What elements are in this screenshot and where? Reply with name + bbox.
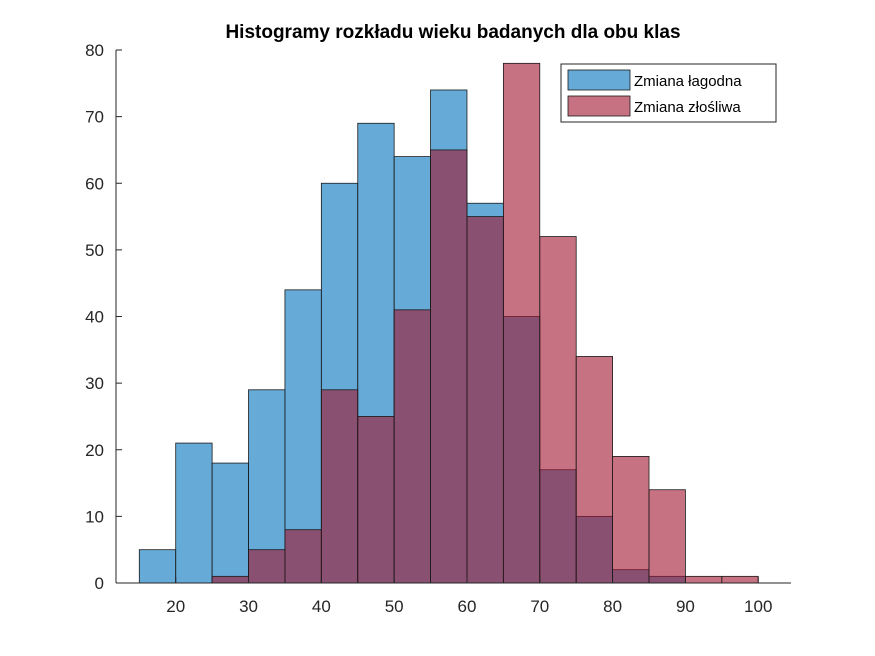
bar-zmiana-zlosliwa-35-40 — [284, 529, 322, 584]
x-tick-label: 80 — [603, 597, 622, 616]
bar-zmiana-lagodna-20-25 — [175, 442, 213, 584]
y-tick-label: 40 — [85, 308, 104, 327]
x-tick-label: 40 — [312, 597, 331, 616]
y-tick-label: 70 — [85, 108, 104, 127]
bar-zmiana-zlosliwa-75-80 — [575, 356, 614, 584]
x-tick-label: 70 — [530, 597, 549, 616]
x-tick-label: 90 — [676, 597, 695, 616]
bar-zmiana-zlosliwa-95-100 — [721, 575, 759, 584]
bar-zmiana-zlosliwa-25-30 — [211, 575, 249, 584]
bar-zmiana-zlosliwa-65-70 — [502, 62, 541, 584]
bar-zmiana-zlosliwa-85-90 — [648, 489, 686, 584]
bar-zmiana-zlosliwa-50-55 — [393, 309, 431, 584]
legend-swatch-zmiana-zlosliwa — [567, 95, 631, 117]
legend-swatch-zmiana-lagodna — [567, 69, 631, 91]
bar-zmiana-zlosliwa-40-45 — [320, 389, 359, 584]
bar-zmiana-zlosliwa-70-75 — [539, 236, 577, 584]
bar-zmiana-zlosliwa-30-35 — [248, 549, 286, 584]
x-tick-label: 100 — [744, 597, 772, 616]
legend-label-zmiana-lagodna: Zmiana łagodna — [634, 73, 742, 90]
axes-group: 0 10 20 30 40 50 60 70 80 20 30 40 50 60 70 80 90 100 — [85, 41, 791, 616]
bar-zmiana-lagodna-25-30 — [211, 462, 249, 584]
bar-zmiana-lagodna-15-20 — [138, 549, 177, 584]
bar-zmiana-zlosliwa-55-60 — [430, 149, 468, 584]
x-tick-label: 20 — [166, 597, 185, 616]
chart-title: Histogramy rozkładu wieku badanych dla o… — [225, 22, 680, 43]
legend: Zmiana łagodna Zmiana złośliwa — [560, 63, 777, 123]
bar-zmiana-zlosliwa-80-85 — [612, 456, 650, 584]
y-tick-label: 80 — [85, 41, 104, 60]
y-tick-label: 50 — [85, 241, 104, 260]
bar-zmiana-zlosliwa-45-50 — [357, 416, 395, 584]
bar-zmiana-zlosliwa-60-65 — [466, 216, 504, 584]
y-tick-label: 10 — [85, 507, 104, 526]
x-tick-label: 30 — [239, 597, 258, 616]
x-tick-label: 50 — [385, 597, 404, 616]
y-tick-label: 30 — [85, 374, 104, 393]
y-tick-label: 20 — [85, 441, 104, 460]
y-tick-label: 60 — [85, 174, 104, 193]
x-tick-label: 60 — [458, 597, 477, 616]
bars-group — [138, 62, 759, 584]
y-tick-label: 0 — [95, 574, 104, 593]
legend-label-zmiana-zlosliwa: Zmiana złośliwa — [634, 99, 741, 116]
bar-zmiana-zlosliwa-90-95 — [685, 575, 723, 584]
